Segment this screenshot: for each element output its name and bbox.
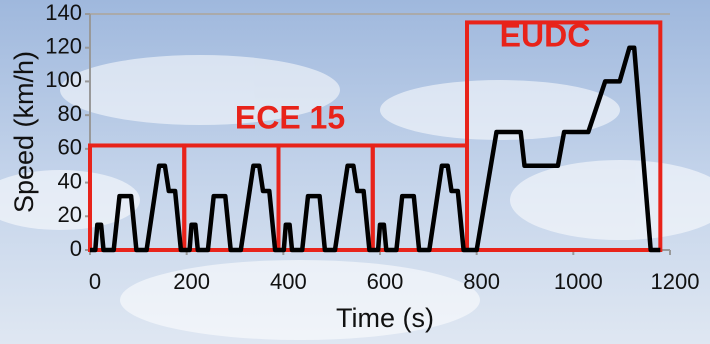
y-tick-label: 0 (70, 236, 82, 261)
x-tick-label: 1000 (554, 269, 603, 294)
x-tick-label: 0 (89, 269, 101, 294)
y-tick-label: 60 (58, 135, 82, 160)
x-axis-title: Time (s) (336, 303, 434, 333)
y-axis-title: Speed (km/h) (9, 51, 39, 213)
y-tick-label: 140 (45, 0, 82, 25)
y-tick-label: 20 (58, 202, 82, 227)
clouds (0, 55, 710, 340)
y-tick-label: 100 (45, 67, 82, 92)
speed-line (90, 45, 661, 253)
x-tick-label: 400 (270, 269, 307, 294)
region-box (465, 20, 663, 252)
x-tick-label: 800 (463, 269, 500, 294)
annotation: ECE 15 (235, 99, 345, 135)
x-tick-label: 200 (173, 269, 210, 294)
y-tick-label: 120 (45, 34, 82, 59)
x-tick-label: 1200 (651, 269, 700, 294)
y-tick-label: 40 (58, 168, 82, 193)
x-tick-label: 600 (367, 269, 404, 294)
y-tick-label: 80 (58, 101, 82, 126)
annotation: EUDC (500, 17, 591, 53)
